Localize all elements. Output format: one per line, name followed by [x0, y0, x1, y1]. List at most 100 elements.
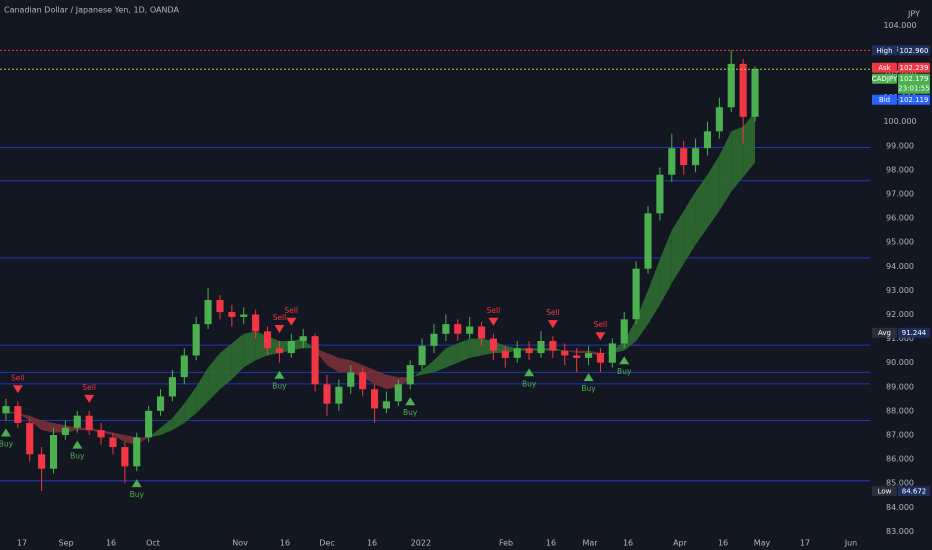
x-tick-label: Dec	[319, 539, 334, 548]
buy-marker	[619, 356, 630, 365]
sell-marker	[274, 325, 285, 334]
candle-body	[240, 314, 248, 317]
x-tick-label: 16	[718, 539, 728, 548]
labels-layer: 83.000 84.000 85.000 86.000 87.000 88.000 89.0…	[17, 21, 930, 548]
buy-marker	[274, 370, 285, 379]
y-tick-label: 92.000	[886, 310, 914, 319]
ribbon-segment	[196, 367, 209, 414]
sell-marker	[286, 317, 297, 326]
ribbon-layer	[5, 112, 756, 445]
ribbon-segment	[160, 418, 173, 435]
candle-body	[430, 333, 438, 346]
signal-label: Sell	[487, 306, 501, 315]
candle-body	[537, 341, 545, 354]
chart-title: Canadian Dollar / Japanese Yen, 1D, OAND…	[4, 6, 179, 15]
candle-body	[192, 324, 200, 356]
price-tag-name: Bid	[879, 96, 890, 104]
signal-label: Buy	[130, 490, 145, 499]
candle-body	[668, 148, 676, 175]
price-tag-name: High	[876, 47, 892, 55]
signal-label: Buy	[403, 408, 418, 417]
x-tick-label: Apr	[673, 539, 688, 548]
candle-body	[394, 384, 402, 402]
candle-body	[26, 422, 34, 455]
candle-body	[216, 300, 224, 313]
candle-body	[252, 314, 260, 332]
x-tick-label: Sep	[58, 539, 73, 548]
ribbon-segment	[422, 360, 434, 375]
candle-body	[156, 396, 165, 411]
candle-body	[632, 268, 640, 320]
candle-body	[228, 312, 236, 317]
signal-label: Sell	[285, 306, 299, 315]
sell-marker	[547, 320, 558, 329]
price-tag-value: 102.119	[900, 96, 929, 104]
ribbon-segment	[374, 369, 387, 390]
ribbon-segment	[338, 357, 351, 373]
candle-body	[311, 336, 319, 385]
buy-marker	[131, 479, 142, 488]
price-tag-value-box	[898, 62, 930, 73]
x-tick-label: Feb	[499, 539, 513, 548]
ribbon-segment	[576, 350, 589, 354]
price-tag-name-box	[872, 73, 897, 84]
sell-marker	[488, 317, 499, 326]
price-tag-name: Low	[878, 488, 892, 496]
price-tag-value: 102.960	[900, 47, 929, 55]
buy-marker	[72, 440, 83, 449]
x-tick-label: 17	[800, 539, 810, 548]
y-tick-label: 94.000	[886, 262, 914, 271]
candle-body	[596, 353, 605, 363]
candle-body	[263, 331, 272, 349]
candle-body	[145, 410, 153, 438]
candle-body	[454, 324, 462, 334]
price-tag-name-box	[872, 486, 897, 497]
ribbon-segment	[648, 259, 660, 325]
candle-body	[692, 148, 700, 166]
y-tick-label: 89.000	[886, 382, 914, 391]
candle-body	[406, 365, 414, 385]
candle-body	[644, 213, 652, 269]
y-tick-label: 90.000	[886, 358, 914, 367]
signal-label: Buy	[617, 367, 632, 376]
x-tick-label: 16	[623, 539, 633, 548]
price-tag-value: 91.244	[902, 329, 927, 337]
signal-label: Sell	[594, 320, 608, 329]
price-tag-value-box	[898, 73, 930, 94]
candle-body	[573, 355, 581, 358]
x-tick-label: 16	[280, 539, 290, 548]
ribbon-segment	[112, 432, 125, 443]
ribbon-segment	[243, 331, 256, 368]
sell-marker	[595, 332, 606, 341]
price-tag-name: CADJPY	[872, 75, 898, 83]
ribbon-segment	[433, 348, 446, 373]
candle-body	[680, 148, 688, 166]
currency-label: JPY	[907, 10, 920, 19]
candle-body	[335, 386, 343, 404]
candle-body	[14, 406, 22, 423]
candle-body	[49, 434, 58, 469]
signal-label: Sell	[273, 313, 287, 322]
buy-marker	[0, 428, 11, 437]
candle-body	[466, 326, 474, 334]
candles-layer	[2, 50, 759, 492]
ribbon-segment	[219, 343, 232, 390]
sell-marker	[84, 394, 95, 403]
price-tag-timer: 23:01:55	[898, 85, 929, 93]
price-tag-value-box	[898, 486, 930, 497]
sell-marker	[12, 385, 23, 394]
candle-body	[525, 348, 533, 354]
signals-layer: Buy Sell Buy Sell Buy Sell Buy Sell Buy Sell Buy Se…	[0, 306, 632, 499]
candle-body	[299, 336, 307, 342]
ribbon-segment	[29, 415, 42, 431]
ribbon-segment	[208, 353, 220, 402]
candle-body	[620, 319, 628, 344]
levels-layer	[0, 146, 870, 482]
y-tick-label: 87.000	[886, 430, 914, 439]
candle-body	[656, 174, 664, 214]
candle-body	[133, 437, 141, 467]
y-tick-label: 84.000	[886, 503, 914, 512]
buy-marker	[583, 373, 594, 382]
lines-layer	[0, 49, 870, 70]
price-tag-value-box	[898, 327, 930, 338]
